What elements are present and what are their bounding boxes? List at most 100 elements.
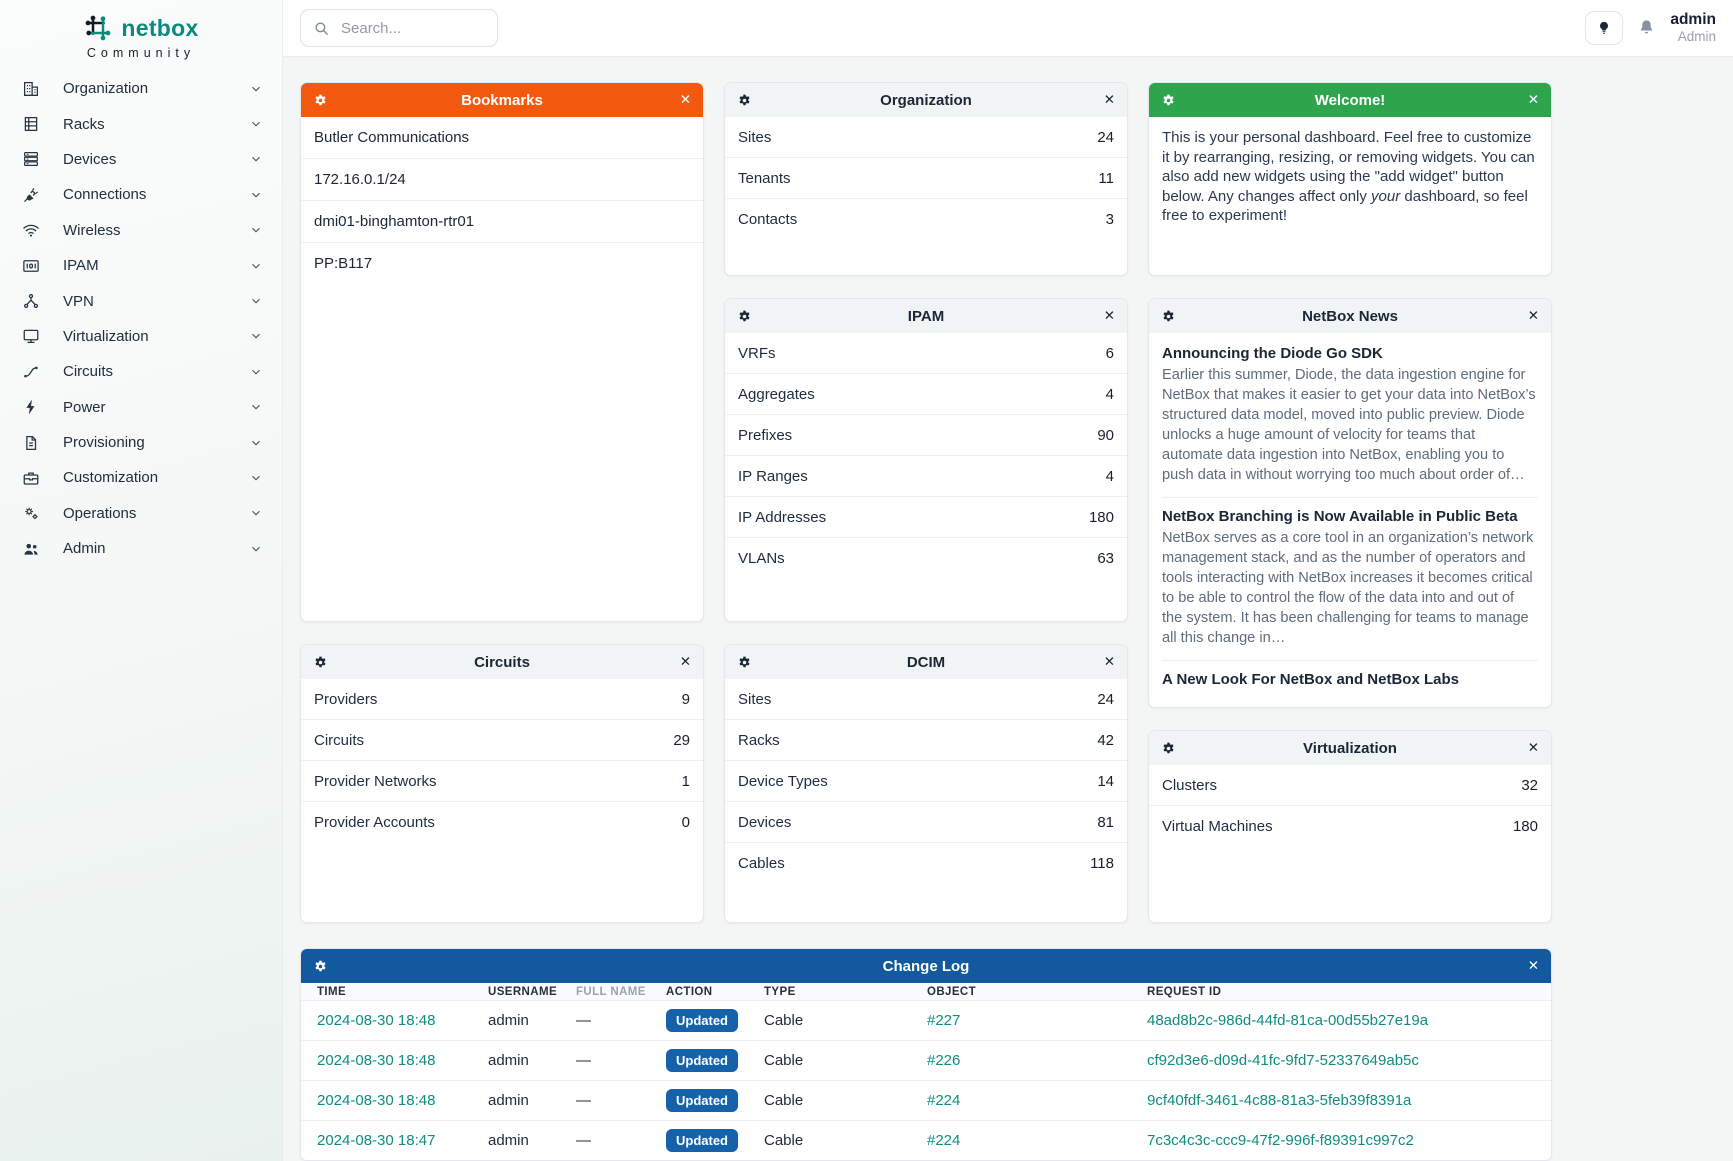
sidebar-item-customization[interactable]: Customization (0, 460, 282, 495)
sidebar-item-racks[interactable]: Racks (0, 106, 282, 141)
widget-config-gear-icon[interactable] (313, 93, 328, 108)
stat-row-sites[interactable]: Sites 24 (725, 679, 1127, 719)
stat-row-circuits[interactable]: Circuits 29 (301, 719, 703, 760)
time-link[interactable]: 2024-08-30 18:48 (317, 1012, 436, 1029)
sidebar-item-wireless[interactable]: Wireless (0, 213, 282, 248)
column-header-username[interactable]: Username (488, 985, 558, 998)
wifi-icon (22, 221, 40, 239)
netbox-logo[interactable]: netbox (0, 13, 282, 43)
stat-row-ip-addresses[interactable]: IP Addresses 180 (725, 496, 1127, 537)
full-name-cell: — (576, 1092, 591, 1109)
news-article-title[interactable]: Announcing the Diode Go SDK (1162, 345, 1383, 362)
object-link[interactable]: #224 (927, 1092, 961, 1109)
close-icon[interactable]: ✕ (1103, 308, 1115, 324)
widget-config-gear-icon[interactable] (1161, 309, 1176, 324)
stat-label: Providers (314, 690, 378, 708)
sidebar-item-operations[interactable]: Operations (0, 496, 282, 531)
bookmark-item[interactable]: dmi01-binghamton-rtr01 (301, 200, 703, 242)
sidebar-item-devices[interactable]: Devices (0, 142, 282, 177)
object-link[interactable]: #226 (927, 1052, 961, 1069)
widget-config-gear-icon[interactable] (313, 655, 328, 670)
column-header-type[interactable]: Type (764, 985, 796, 998)
bell-icon[interactable] (1637, 18, 1656, 37)
sidebar-item-admin[interactable]: Admin (0, 531, 282, 566)
stat-value: 24 (1097, 128, 1114, 146)
stat-row-clusters[interactable]: Clusters 32 (1149, 765, 1551, 805)
sidebar-item-virtualization[interactable]: Virtualization (0, 319, 282, 354)
stat-row-tenants[interactable]: Tenants 11 (725, 157, 1127, 198)
bookmark-item[interactable]: Butler Communications (314, 129, 470, 146)
stat-row-providers[interactable]: Providers 9 (301, 679, 703, 719)
column-header-object[interactable]: Object (927, 985, 977, 998)
search-input[interactable] (339, 18, 485, 38)
stat-row-prefixes[interactable]: Prefixes 90 (725, 414, 1127, 455)
sidebar-item-provisioning[interactable]: Provisioning (0, 425, 282, 460)
column-header-full-name[interactable]: Full Name (576, 985, 646, 998)
request-id-link[interactable]: 48ad8b2c-986d-44fd-81ca-00d55b27e19a (1147, 1012, 1429, 1029)
sidebar-item-circuits[interactable]: Circuits (0, 354, 282, 389)
close-icon[interactable]: ✕ (1527, 958, 1539, 974)
widget-config-gear-icon[interactable] (737, 309, 752, 324)
bookmarks-widget-body: Butler Communications 172.16.0.1/24 dmi01-… (301, 117, 703, 621)
stat-label: IP Ranges (738, 467, 808, 485)
sidebar-item-label: Provisioning (63, 434, 145, 452)
sidebar-item-power[interactable]: Power (0, 390, 282, 425)
news-article-title[interactable]: NetBox Branching is Now Available in Pub… (1162, 508, 1518, 525)
sidebar-item-vpn[interactable]: VPN (0, 283, 282, 318)
stat-row-vrfs[interactable]: VRFs 6 (725, 333, 1127, 373)
object-link[interactable]: #224 (927, 1132, 961, 1149)
column-header-action[interactable]: Action (666, 985, 713, 998)
widget-config-gear-icon[interactable] (1161, 741, 1176, 756)
user-menu[interactable]: admin Admin (1670, 11, 1716, 45)
stat-row-provider-accounts[interactable]: Provider Accounts 0 (301, 801, 703, 842)
theme-toggle-button[interactable] (1585, 10, 1624, 45)
rack-icon (22, 115, 40, 133)
chevron-down-icon (249, 223, 263, 237)
close-icon[interactable]: ✕ (1527, 92, 1539, 108)
close-icon[interactable]: ✕ (1527, 308, 1539, 324)
object-link[interactable]: #227 (927, 1012, 961, 1029)
close-icon[interactable]: ✕ (1103, 654, 1115, 670)
widget-config-gear-icon[interactable] (737, 655, 752, 670)
widget-config-gear-icon[interactable] (1161, 93, 1176, 108)
column-header-request-id[interactable]: Request ID (1147, 985, 1222, 998)
stat-row-devices[interactable]: Devices 81 (725, 801, 1127, 842)
stat-row-contacts[interactable]: Contacts 3 (725, 198, 1127, 239)
chevron-down-icon (249, 400, 263, 414)
stat-row-aggregates[interactable]: Aggregates 4 (725, 373, 1127, 414)
sidebar-item-ipam[interactable]: IPAM (0, 248, 282, 283)
stat-row-vlans[interactable]: VLANs 63 (725, 537, 1127, 578)
widget-title: Virtualization (1303, 739, 1397, 757)
stat-value: 90 (1097, 426, 1114, 444)
close-icon[interactable]: ✕ (1527, 740, 1539, 756)
stat-row-virtual-machines[interactable]: Virtual Machines 180 (1149, 805, 1551, 846)
stat-row-ip-ranges[interactable]: IP Ranges 4 (725, 455, 1127, 496)
news-article: A New Look For NetBox and NetBox Labs (1162, 660, 1538, 703)
stat-row-provider-networks[interactable]: Provider Networks 1 (301, 760, 703, 801)
bookmark-item[interactable]: PP:B117 (301, 242, 703, 284)
column-header-time[interactable]: Time (317, 985, 347, 998)
action-cell: Updated (666, 1049, 764, 1072)
stat-row-device-types[interactable]: Device Types 14 (725, 760, 1127, 801)
widget-config-gear-icon[interactable] (737, 93, 752, 108)
request-id-link[interactable]: 9cf40fdf-3461-4c88-81a3-5feb39f8391a (1147, 1092, 1412, 1109)
widget-title: IPAM (907, 307, 945, 325)
stat-row-sites[interactable]: Sites 24 (725, 117, 1127, 157)
close-icon[interactable]: ✕ (679, 654, 691, 670)
time-link[interactable]: 2024-08-30 18:48 (317, 1092, 436, 1109)
time-link[interactable]: 2024-08-30 18:47 (317, 1132, 436, 1149)
request-id-link[interactable]: cf92d3e6-d09d-41fc-9fd7-52337649ab5c (1147, 1052, 1419, 1069)
close-icon[interactable]: ✕ (679, 92, 691, 108)
stat-row-racks[interactable]: Racks 42 (725, 719, 1127, 760)
close-icon[interactable]: ✕ (1103, 92, 1115, 108)
widget-config-gear-icon[interactable] (313, 959, 328, 974)
news-article-title[interactable]: A New Look For NetBox and NetBox Labs (1162, 671, 1459, 688)
sidebar-item-connections[interactable]: Connections (0, 177, 282, 212)
sidebar-item-organization[interactable]: Organization (0, 71, 282, 106)
bookmark-item[interactable]: 172.16.0.1/24 (301, 158, 703, 200)
news-widget-header: NetBox News ✕ (1149, 299, 1551, 333)
request-id-link[interactable]: 7c3c4c3c-ccc9-47f2-996f-f89391c997c2 (1147, 1132, 1414, 1149)
sidebar-nav: Organization Racks Devices Connections Wirel… (0, 71, 282, 566)
time-link[interactable]: 2024-08-30 18:48 (317, 1052, 436, 1069)
stat-row-cables[interactable]: Cables 118 (725, 842, 1127, 883)
